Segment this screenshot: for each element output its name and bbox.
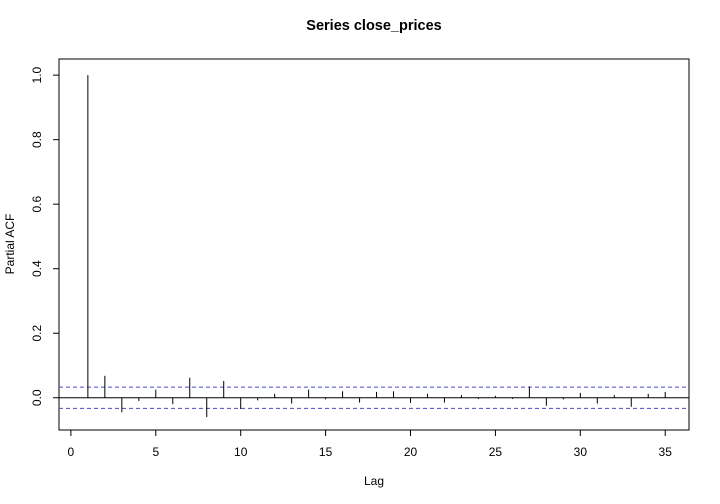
- x-axis: 0 5 10 15 20 25 30 35: [68, 429, 673, 459]
- y-tick-label: 1.0: [30, 66, 44, 83]
- x-tick-label: 10: [234, 445, 248, 459]
- confidence-bounds: [59, 386, 689, 409]
- y-axis-label: Partial ACF: [3, 214, 17, 275]
- x-tick-label: 30: [574, 445, 588, 459]
- x-tick-label: 35: [659, 445, 673, 459]
- x-axis-label: Lag: [364, 474, 384, 488]
- x-tick-label: 20: [404, 445, 418, 459]
- x-tick-label: 5: [152, 445, 159, 459]
- x-tick-label: 0: [68, 445, 75, 459]
- y-tick-label: 0.0: [30, 389, 44, 406]
- plot-frame: [58, 58, 690, 431]
- y-tick-label: 0.2: [30, 325, 44, 342]
- y-tick-label: 0.8: [30, 131, 44, 148]
- y-tick-label: 0.4: [30, 260, 44, 277]
- chart-title: Series close_prices: [306, 18, 441, 34]
- x-tick-label: 15: [319, 445, 333, 459]
- y-axis: 0.0 0.2 0.4 0.6 0.8 1.0: [30, 66, 60, 406]
- y-tick-label: 0.6: [30, 196, 44, 213]
- x-tick-label: 25: [489, 445, 503, 459]
- pacf-bars: [87, 75, 666, 418]
